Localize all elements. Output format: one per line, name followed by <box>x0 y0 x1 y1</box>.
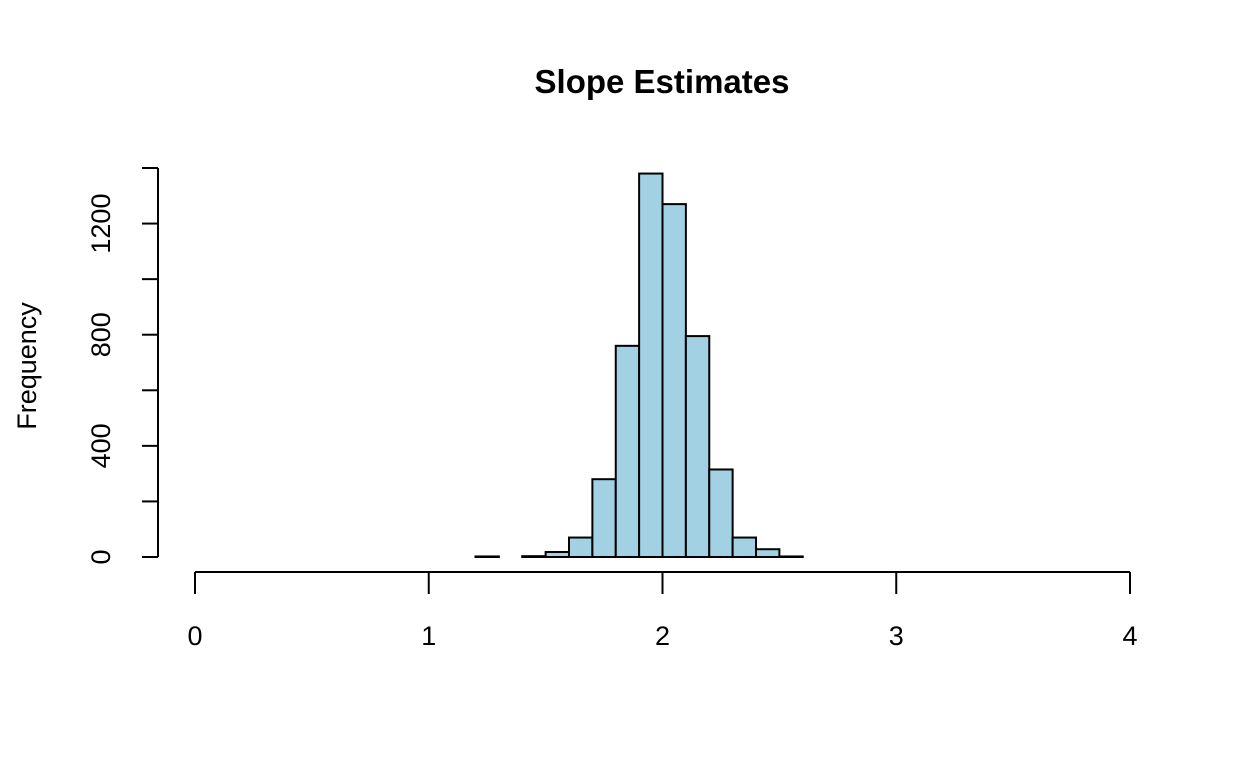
x-tick-label: 3 <box>889 621 904 651</box>
x-axis: 0 1 2 3 4 <box>187 571 1138 651</box>
y-tick-label: 0 <box>86 549 116 564</box>
y-tick-label: 800 <box>86 312 116 357</box>
y-tick-label: 400 <box>86 423 116 468</box>
chart-title: Slope Estimates <box>535 63 790 100</box>
histogram-bar <box>661 203 687 558</box>
histogram-bar <box>544 551 571 558</box>
y-tick-label: 1200 <box>86 194 116 254</box>
histogram-bar <box>684 335 711 558</box>
histogram-bar <box>638 172 664 558</box>
histogram-bar <box>614 344 641 558</box>
histogram-bar <box>568 536 594 558</box>
histogram-bar <box>521 555 547 558</box>
y-axis: 0 400 800 1200 <box>86 167 159 565</box>
histogram-bar <box>708 468 734 559</box>
x-tick-label: 2 <box>655 621 670 651</box>
x-tick-label: 0 <box>187 621 202 651</box>
x-tick-label: 4 <box>1122 621 1137 651</box>
histogram-bar <box>755 548 781 558</box>
histogram-bar <box>731 536 758 558</box>
bars-group <box>474 172 804 559</box>
histogram-bar <box>778 555 804 559</box>
x-tick-label: 1 <box>421 621 436 651</box>
y-axis-label: Frequency <box>12 302 42 430</box>
histogram-bar <box>591 478 617 559</box>
histogram-bar <box>474 555 500 559</box>
